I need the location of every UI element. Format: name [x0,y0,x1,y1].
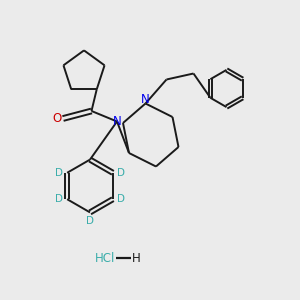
Text: D: D [117,194,125,204]
Text: N: N [141,93,150,106]
Text: D: D [55,168,63,178]
Text: D: D [117,168,125,178]
Text: D: D [55,194,63,204]
Text: D: D [86,216,94,226]
Text: N: N [112,115,122,128]
Text: H: H [132,251,141,265]
Text: HCl: HCl [95,251,115,265]
Text: O: O [52,112,62,125]
